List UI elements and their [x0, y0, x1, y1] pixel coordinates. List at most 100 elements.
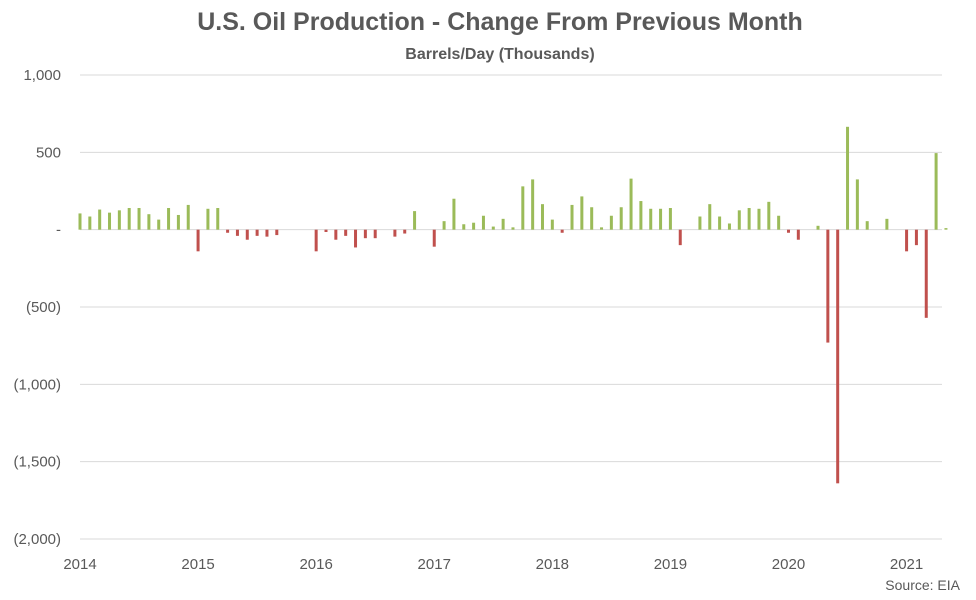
x-tick-label: 2015	[181, 556, 214, 573]
bar	[511, 227, 515, 230]
bar	[846, 126, 850, 230]
bar	[619, 207, 623, 230]
bar	[718, 216, 722, 230]
bar	[747, 208, 751, 230]
bar	[491, 226, 495, 230]
source-note: Source: EIA	[885, 577, 960, 593]
bar	[167, 208, 171, 230]
bar	[413, 211, 417, 230]
bar	[98, 209, 102, 230]
bar	[560, 229, 564, 233]
bar	[540, 204, 544, 230]
y-tick-label: (1,000)	[13, 376, 61, 393]
bar	[324, 229, 328, 232]
bar	[668, 208, 672, 230]
bar	[186, 204, 190, 230]
bar	[108, 212, 112, 230]
bar	[708, 204, 712, 230]
bar	[481, 215, 485, 230]
bar	[501, 218, 505, 230]
bar	[344, 229, 348, 236]
bar	[462, 224, 466, 230]
bar	[403, 229, 407, 234]
chart-subtitle: Barrels/Day (Thousands)	[405, 46, 595, 63]
bar	[157, 219, 161, 230]
y-tick-label: 500	[36, 144, 61, 161]
bar	[639, 201, 643, 230]
x-axis-labels: 2014 2015 2016 2017 2018 2019 2020 2021	[63, 556, 923, 573]
y-tick-label: (2,000)	[13, 531, 61, 548]
bar	[147, 214, 151, 230]
x-tick-label: 2017	[418, 556, 451, 573]
bar	[432, 229, 436, 247]
bar	[265, 229, 269, 237]
bar	[649, 208, 653, 230]
bar	[855, 179, 859, 230]
bar	[531, 179, 535, 230]
x-tick-label: 2014	[63, 556, 96, 573]
bar	[127, 208, 131, 230]
y-tick-label: (500)	[26, 299, 61, 316]
gridlines	[80, 74, 942, 540]
bar	[609, 215, 613, 230]
bar	[826, 229, 830, 343]
bar	[88, 216, 92, 230]
bar	[452, 198, 456, 230]
bar	[442, 221, 446, 230]
bar	[836, 229, 840, 484]
bar	[580, 196, 584, 230]
bars	[78, 126, 948, 484]
bar	[885, 218, 889, 230]
y-axis-labels: 1,000 500 - (500) (1,000) (1,500) (2,000)	[13, 67, 61, 548]
y-tick-label: (1,500)	[13, 454, 61, 471]
x-tick-label: 2016	[299, 556, 332, 573]
x-tick-label: 2020	[772, 556, 805, 573]
bar	[570, 204, 574, 230]
bar	[373, 229, 377, 239]
bar	[865, 221, 869, 230]
bar	[206, 208, 210, 230]
bar	[216, 208, 220, 230]
bar	[659, 208, 663, 230]
bar	[275, 229, 279, 236]
bar	[590, 207, 594, 230]
bar	[678, 229, 682, 246]
bar	[796, 229, 800, 240]
bar	[600, 227, 604, 230]
bar	[117, 210, 121, 230]
bar	[314, 229, 318, 252]
bar	[550, 219, 554, 230]
bar	[393, 229, 397, 237]
y-tick-label: 1,000	[23, 67, 61, 84]
bar	[235, 229, 239, 236]
bar	[698, 216, 702, 230]
bar	[757, 208, 761, 230]
bar	[196, 229, 200, 252]
bar	[521, 186, 525, 230]
bar	[767, 201, 771, 230]
bar	[363, 229, 367, 239]
bar	[629, 178, 633, 230]
y-tick-label: -	[56, 222, 61, 239]
x-tick-label: 2018	[536, 556, 569, 573]
bar	[727, 223, 731, 230]
x-tick-label: 2019	[654, 556, 687, 573]
bar	[816, 225, 820, 230]
bar	[944, 228, 948, 230]
bar	[226, 229, 230, 233]
bar	[255, 229, 259, 236]
bar	[914, 229, 918, 246]
bar	[176, 214, 180, 230]
bar	[245, 229, 249, 240]
bar	[137, 208, 141, 230]
bar	[924, 229, 928, 318]
bar	[334, 229, 338, 240]
bar	[354, 229, 358, 248]
bar	[934, 153, 938, 230]
bar	[737, 210, 741, 230]
chart-title: U.S. Oil Production - Change From Previo…	[197, 8, 803, 36]
bar	[786, 229, 790, 233]
bar	[78, 213, 82, 230]
bar	[472, 222, 476, 230]
